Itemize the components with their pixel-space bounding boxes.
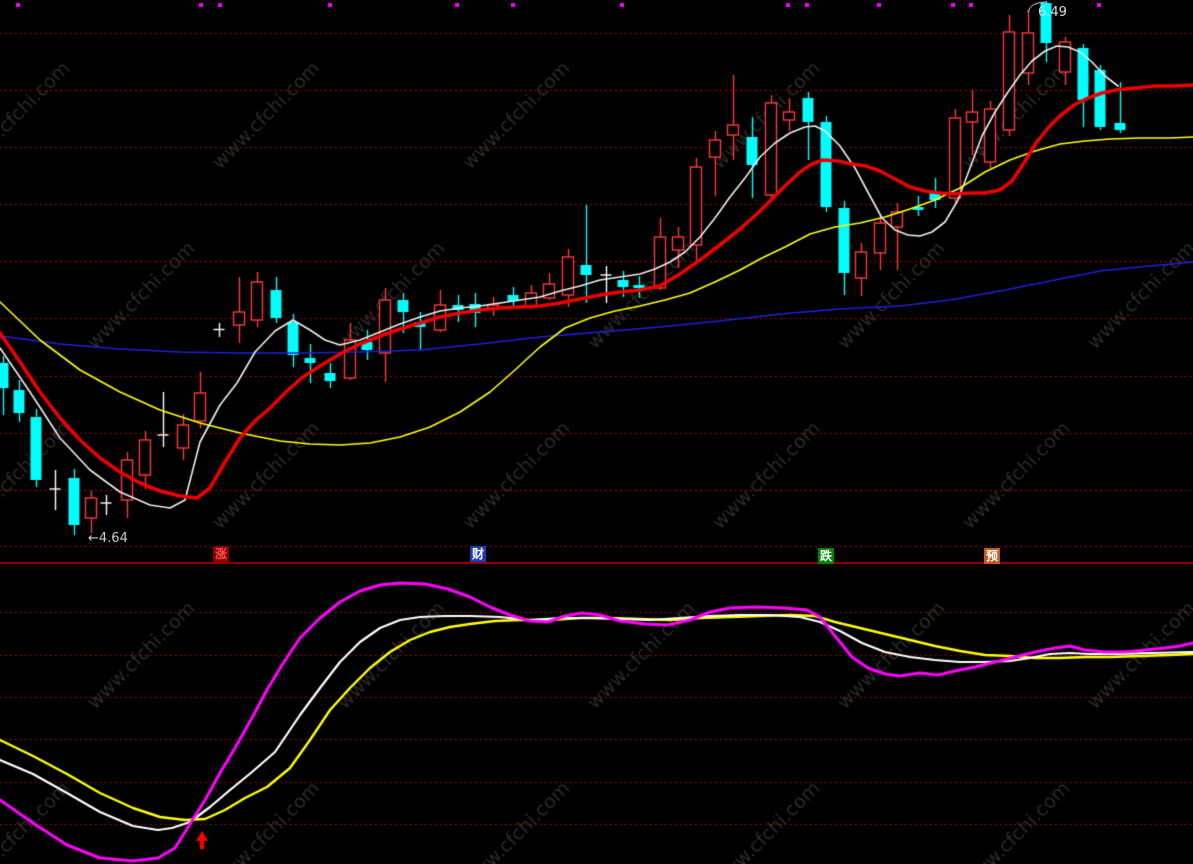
event-label-die[interactable]: 跌: [818, 548, 834, 564]
event-label-cai[interactable]: 财: [470, 546, 486, 562]
event-label-yu[interactable]: 预: [984, 548, 1000, 564]
event-label-zhang[interactable]: 涨: [213, 546, 229, 562]
